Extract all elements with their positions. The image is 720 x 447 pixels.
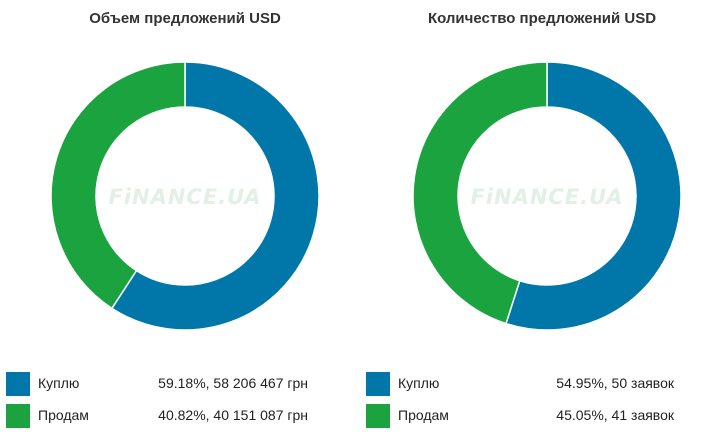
legend-value: 59.18%, 58 206 467 грн [158,375,308,391]
legend-swatch-sell [6,404,30,428]
watermark-logo: FiNANCE.UA [108,185,261,209]
donut-hole [458,107,636,285]
legend-item-buy: Куплю 54.95%, 50 заявок [362,372,720,396]
legend-value: 45.05%, 41 заявок [556,407,674,423]
watermark-logo: FiNANCE.UA [470,185,623,209]
legend-value: 40.82%, 40 151 087 грн [158,407,308,423]
legend-item-sell: Продам 40.82%, 40 151 087 грн [0,404,360,428]
donut-chart-count: FiNANCE.UA [412,61,682,331]
legend-item-buy: Куплю 59.18%, 58 206 467 грн [0,372,360,396]
legend-value: 54.95%, 50 заявок [556,375,674,391]
legend-label: Куплю [38,375,80,391]
legend-swatch-sell [366,404,390,428]
donut-hole [96,107,274,285]
chart-title: Объем предложений USD [89,10,281,27]
legend-swatch-buy [366,372,390,396]
chart-count-panel: Количество предложений USD FiNANCE.UA Ку… [362,0,720,447]
legend-label: Куплю [398,375,440,391]
chart-volume-panel: Объем предложений USD FiNANCE.UA Куплю 5… [0,10,360,428]
legend-swatch-buy [6,372,30,396]
legend-label: Продам [38,407,89,423]
legend-label: Продам [398,407,449,423]
legend-item-sell: Продам 45.05%, 41 заявок [362,404,720,428]
chart-title: Количество предложений USD [427,10,657,27]
donut-chart-volume: FiNANCE.UA [50,61,320,331]
